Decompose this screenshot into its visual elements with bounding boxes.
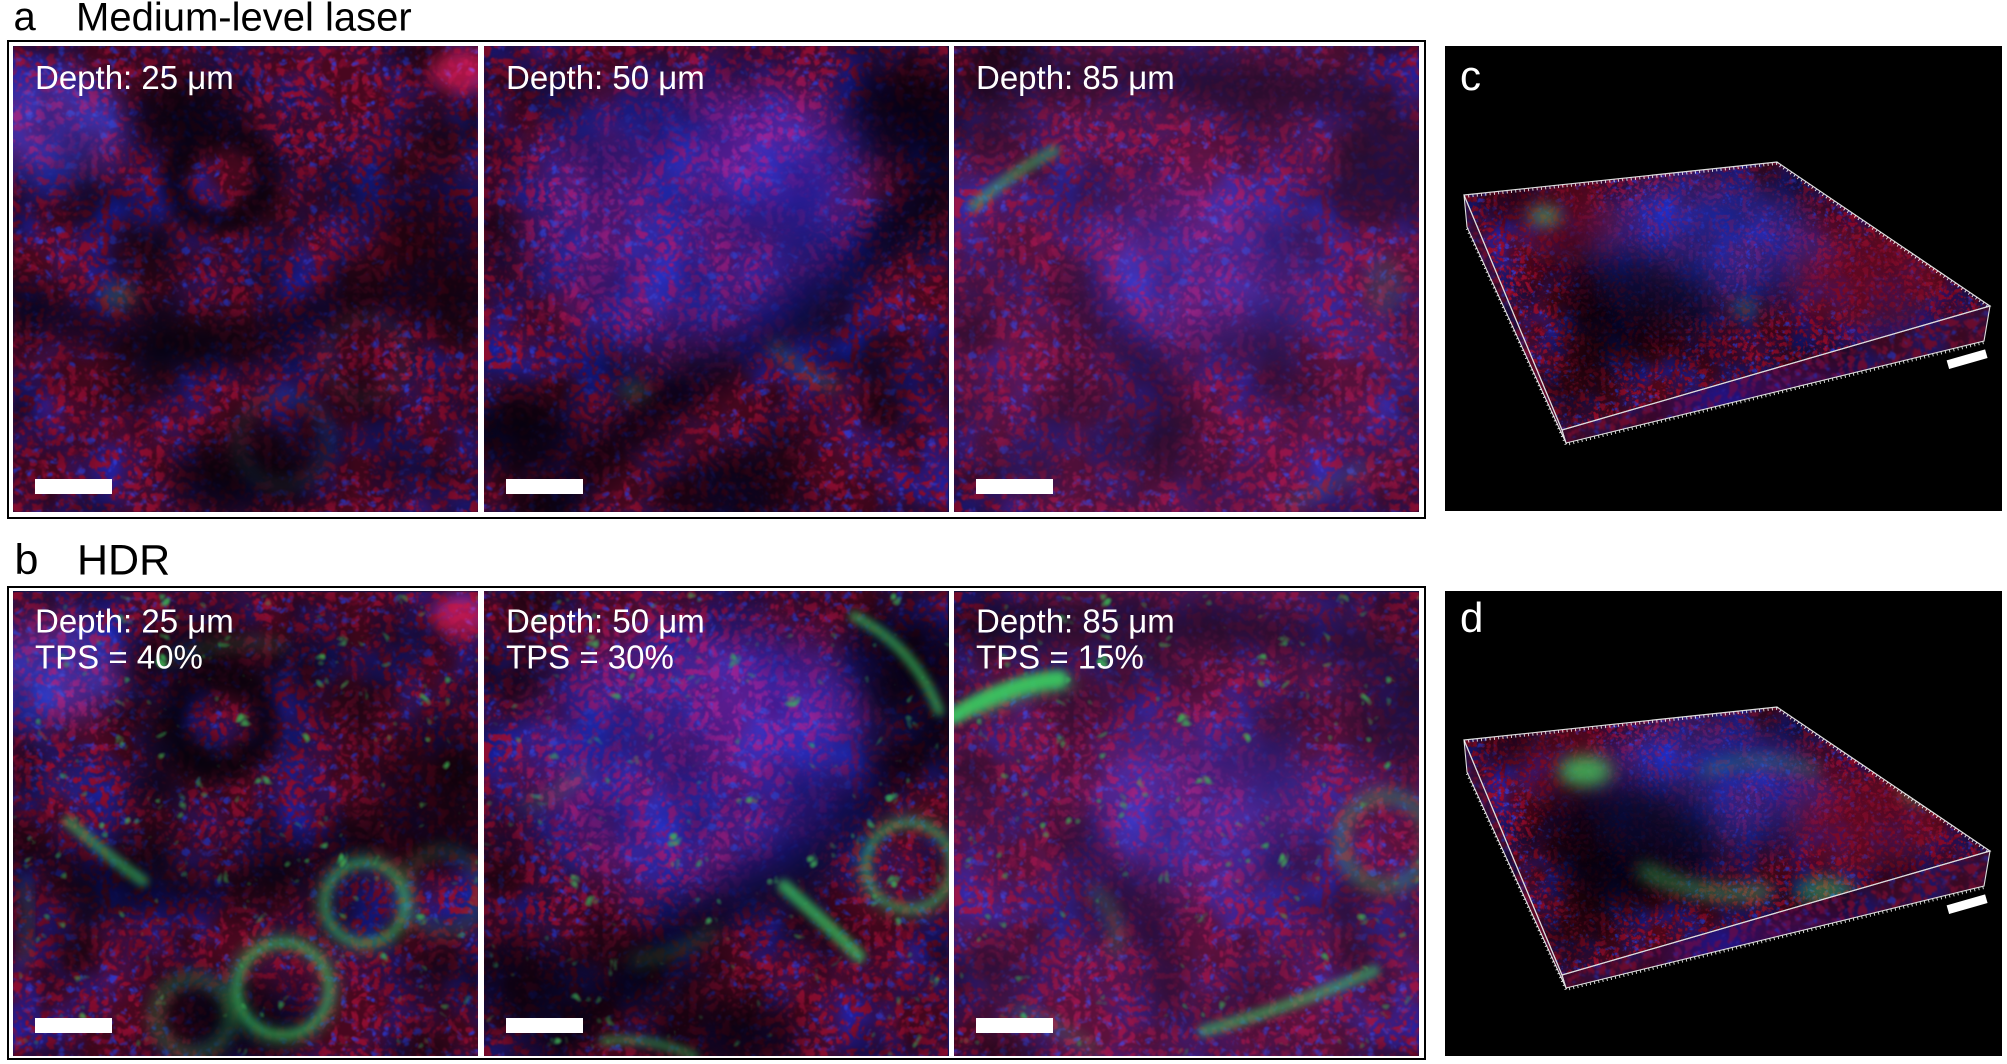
- svg-text:d: d: [1460, 594, 1483, 641]
- svg-text:b: b: [15, 536, 39, 584]
- svg-text:TPS = 30%: TPS = 30%: [506, 639, 674, 676]
- svg-text:TPS = 40%: TPS = 40%: [35, 639, 203, 676]
- svg-text:Depth: 50 μm: Depth: 50 μm: [506, 59, 705, 96]
- svg-text:Medium-level laser: Medium-level laser: [76, 0, 412, 40]
- svg-text:Depth: 50 μm: Depth: 50 μm: [506, 603, 705, 640]
- svg-text:Depth: 25 μm: Depth: 25 μm: [35, 603, 234, 640]
- svg-text:HDR: HDR: [77, 537, 170, 585]
- svg-text:a: a: [14, 0, 37, 39]
- svg-text:c: c: [1460, 52, 1481, 99]
- svg-text:Depth: 85 μm: Depth: 85 μm: [976, 603, 1175, 640]
- svg-text:Depth: 25 μm: Depth: 25 μm: [35, 59, 234, 96]
- svg-text:TPS = 15%: TPS = 15%: [976, 639, 1144, 676]
- svg-text:Depth: 85 μm: Depth: 85 μm: [976, 59, 1175, 96]
